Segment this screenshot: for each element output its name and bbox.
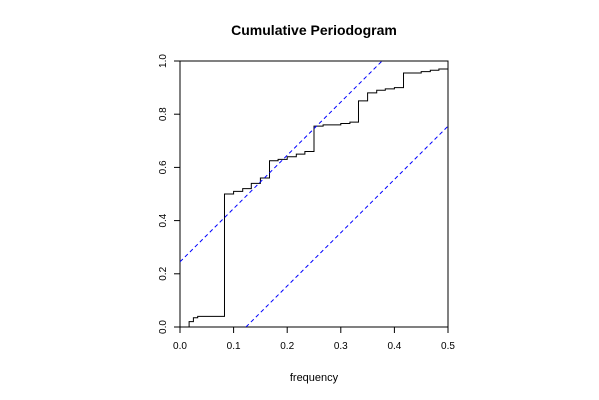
x-tick-label: 0.0 [173, 341, 187, 352]
x-tick-label: 0.5 [441, 341, 455, 352]
cumulative-periodogram-line [180, 63, 448, 327]
y-tick-label: 0.6 [158, 160, 169, 174]
x-axis: 0.0 0.1 0.2 0.3 0.4 0.5 [173, 327, 455, 352]
confidence-band-line-1 [180, 61, 383, 263]
plot-frame [179, 60, 449, 328]
series-layer [180, 61, 448, 327]
x-tick-label: 0.2 [280, 341, 294, 352]
chart-title: Cumulative Periodogram [231, 22, 397, 38]
y-tick-label: 0.4 [158, 213, 169, 227]
y-tick-label: 0.2 [158, 266, 169, 280]
x-tick-label: 0.3 [334, 341, 348, 352]
x-tick-label: 0.4 [387, 341, 401, 352]
y-axis: 0.0 0.2 0.4 0.6 0.8 1.0 [158, 54, 180, 334]
y-tick-label: 1.0 [158, 54, 169, 68]
y-tick-label: 0.8 [158, 107, 169, 121]
y-tick-label: 0.0 [158, 320, 169, 334]
confidence-band-line-2 [245, 125, 448, 327]
x-axis-label: frequency [290, 372, 339, 384]
x-tick-label: 0.1 [227, 341, 241, 352]
